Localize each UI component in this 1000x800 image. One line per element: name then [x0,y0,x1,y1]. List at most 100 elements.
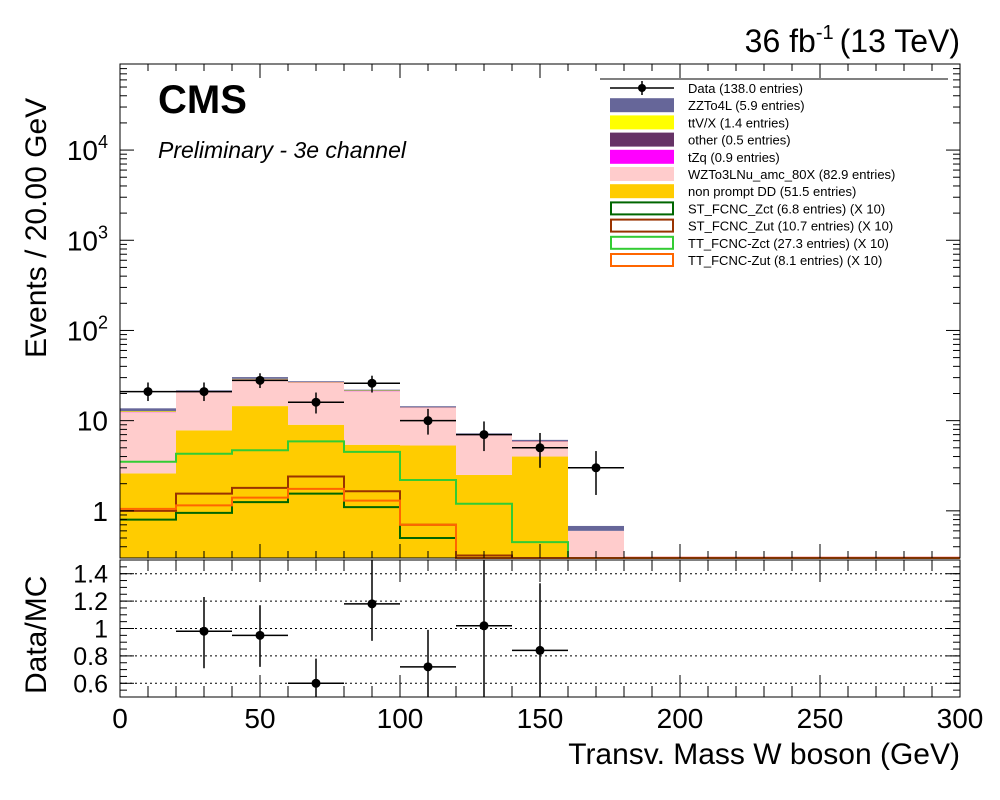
data-marker [535,443,545,453]
lumi-exponent: -1 [816,22,834,44]
stack-bar [232,406,288,558]
stack-bar [120,412,176,474]
data-point [456,421,512,452]
x-tick-label: 0 [112,703,128,734]
stack-bar [344,391,400,445]
legend-entry: ST_FCNC_Zct (6.8 entries) (X 10) [610,201,885,216]
ratio-y-axis-label: Data/MC [20,576,53,694]
ratio-tick-label: 1 [94,616,108,644]
stack-bar [568,525,624,531]
legend-label: ttV/X (1.4 entries) [688,115,789,130]
ratio-point [344,560,400,641]
x-tick-label: 150 [517,703,564,734]
y-axis-label: Events / 20.00 GeV [20,98,53,358]
y-tick-exponent: 4 [98,132,108,152]
y-tick-label: 10 [77,406,108,437]
y-tick-exponent: 3 [98,222,108,242]
legend-swatch [610,235,674,250]
legend-label: ST_FCNC_Zut (10.7 entries) (X 10) [688,219,893,234]
x-tick-label: 100 [377,703,424,734]
legend-label: other (0.5 entries) [688,133,791,148]
stack-bar [120,473,176,558]
stack-bar [120,410,176,412]
y-tick-base: 1 [92,496,108,527]
ratio-marker [423,662,433,672]
ratio-marker [479,621,489,631]
data-point [232,373,288,389]
legend-label: ZZTo4L (5.9 entries) [688,98,805,113]
legend-swatch [610,132,674,147]
legend-entry: ttV/X (1.4 entries) [610,115,789,130]
legend-swatch [610,218,674,233]
ratio-tick-label: 0.8 [73,643,108,671]
legend-label: ST_FCNC_Zct (6.8 entries) (X 10) [688,201,885,216]
x-tick-label: 50 [244,703,275,734]
ratio-marker [367,599,377,609]
y-tick-base: 10 [67,225,98,256]
ratio-tick-label: 0.6 [73,670,108,698]
ratio-point [176,596,232,669]
data-marker [255,375,265,385]
legend-label: non prompt DD (51.5 entries) [688,184,856,199]
data-marker [479,430,489,440]
legend-swatch [610,201,674,216]
legend-entry: ZZTo4L (5.9 entries) [610,98,805,113]
x-tick-label: 300 [937,703,984,734]
data-point [344,375,400,393]
y-tick-label: 104 [67,132,108,166]
legend-entry: WZTo3LNu_amc_80X (82.9 entries) [610,167,895,182]
x-axis-label: Transv. Mass W boson (GeV) [568,738,960,771]
ratio-marker [199,626,209,636]
data-marker [199,387,209,397]
lumi-label: 36 fb-1 (13 TeV) [745,22,960,59]
y-tick-label: 1 [92,496,108,527]
ratio-marker [311,678,321,688]
legend-swatch [610,184,674,199]
y-tick-base: 10 [67,315,98,346]
data-point [400,408,456,435]
legend-label: WZTo3LNu_amc_80X (82.9 entries) [688,167,895,182]
data-marker [311,397,321,407]
legend-label: tZq (0.9 entries) [688,150,780,165]
data-point [512,432,568,468]
legend-label: TT_FCNC-Zct (27.3 entries) (X 10) [688,236,889,251]
data-marker [143,387,153,397]
y-tick-label: 102 [67,312,108,346]
ratio-point [456,560,512,697]
ratio-point [232,605,288,667]
legend-entry: other (0.5 entries) [610,132,791,148]
stack-bar [120,408,176,411]
ratio-point [400,629,456,697]
legend-swatch [610,115,674,130]
ratio-tick-label: 1.4 [73,561,108,589]
stack-bar [456,474,512,558]
y-tick-base: 10 [67,135,98,166]
legend-entry: TT_FCNC-Zut (8.1 entries) (X 10) [610,253,882,268]
legend-swatch [610,98,674,113]
legend-label: TT_FCNC-Zut (8.1 entries) (X 10) [688,253,882,268]
legend-entry: tZq (0.9 entries) [610,149,780,165]
y-tick-label: 103 [67,222,108,256]
legend-entry: TT_FCNC-Zct (27.3 entries) (X 10) [610,235,889,251]
y-tick-exponent: 2 [98,312,108,332]
ratio-tick-label: 1.2 [73,588,108,616]
stack-bar [400,406,456,408]
stack-bar [400,445,456,558]
data-point [120,382,176,402]
ratio-panel: 0.60.811.21.4 0 50 100 150 200 250 300 [73,559,984,734]
stack-bar [288,424,344,558]
ratio-point [288,658,344,697]
legend-entry: non prompt DD (51.5 entries) [610,184,856,199]
data-marker [423,416,433,426]
ratio-point [512,583,568,697]
x-tick-label: 200 [657,703,704,734]
legend-swatch [610,167,674,181]
data-point [568,451,624,495]
data-marker [591,463,601,473]
legend-swatch [610,253,674,267]
lumi-energy: (13 TeV) [840,23,960,59]
legend-label: Data (138.0 entries) [688,81,803,96]
legend: Data (138.0 entries) ZZTo4L (5.9 entries)… [600,78,948,268]
